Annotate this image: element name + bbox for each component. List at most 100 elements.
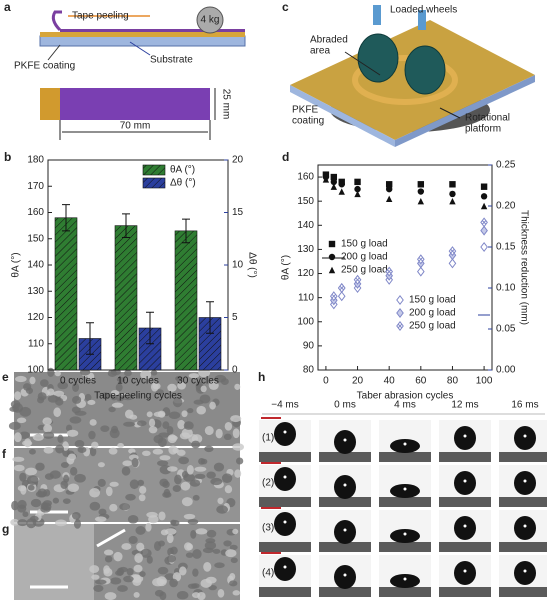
- marker: [449, 190, 456, 198]
- grain: [177, 419, 186, 430]
- grain: [150, 370, 158, 376]
- highlight: [463, 479, 467, 483]
- grain: [91, 441, 99, 449]
- grain: [157, 410, 166, 418]
- y-tick-label: 160: [27, 207, 44, 218]
- grain: [204, 445, 214, 453]
- legend-swatch: [142, 164, 166, 176]
- grain: [109, 503, 118, 512]
- grain: [12, 403, 24, 413]
- highlight: [523, 434, 527, 438]
- label: PKFE: [292, 105, 318, 116]
- highlight: [523, 479, 527, 483]
- grain: [195, 528, 208, 535]
- grain: [131, 457, 139, 468]
- surface: [499, 497, 547, 507]
- highlight: [403, 577, 407, 581]
- legend-label: Δθ (°): [170, 178, 196, 189]
- label: coating: [292, 116, 324, 127]
- grain: [204, 426, 214, 436]
- highlight: [283, 520, 287, 524]
- grain: [47, 388, 55, 396]
- panel-letter: c: [282, 0, 289, 14]
- highlight: [343, 573, 347, 577]
- grain: [160, 529, 169, 536]
- legend-marker: [396, 320, 404, 332]
- grain: [168, 411, 181, 419]
- grain: [191, 440, 201, 449]
- grain: [129, 479, 139, 490]
- grain: [216, 505, 229, 514]
- grain: [155, 389, 164, 396]
- grain: [137, 479, 145, 486]
- highlight: [343, 483, 347, 487]
- legend-marker: [328, 240, 336, 248]
- surface: [379, 497, 431, 507]
- grain: [43, 424, 53, 433]
- grain: [67, 453, 77, 461]
- grain: [87, 372, 95, 381]
- marker: [337, 282, 346, 294]
- grain: [156, 576, 167, 587]
- surface: [319, 542, 371, 552]
- grain: [172, 397, 183, 408]
- y-axis-label: θA (°): [11, 252, 22, 277]
- grain: [177, 381, 186, 390]
- marker: [480, 202, 488, 210]
- grain: [197, 591, 206, 600]
- grain: [26, 475, 39, 485]
- grain: [142, 450, 151, 457]
- marker: [322, 176, 330, 183]
- grain: [25, 467, 37, 476]
- grain: [54, 371, 61, 377]
- grain: [53, 390, 65, 397]
- bar: [54, 217, 78, 371]
- grain: [200, 578, 212, 588]
- y2-tick-label: 15: [232, 207, 244, 218]
- y2-tick-label: 0.25: [496, 160, 516, 171]
- grain: [121, 543, 132, 550]
- grain: [183, 473, 196, 482]
- grain: [15, 375, 27, 383]
- grain: [209, 401, 216, 410]
- marker: [354, 185, 361, 193]
- grain: [140, 369, 152, 380]
- grain: [10, 518, 20, 526]
- surface: [439, 542, 491, 552]
- grain: [214, 374, 227, 383]
- grain: [232, 528, 239, 535]
- grain: [42, 417, 52, 426]
- grain: [167, 554, 176, 563]
- grain: [127, 514, 139, 524]
- row-label: (3): [262, 523, 274, 534]
- grain: [57, 381, 69, 390]
- y-tick-label: 150: [27, 233, 44, 244]
- grain: [172, 485, 182, 492]
- grain: [136, 542, 145, 552]
- droplet: [390, 439, 420, 453]
- droplet: [390, 529, 420, 543]
- grain: [225, 549, 237, 558]
- grain: [87, 399, 96, 406]
- x-tick-label: 60: [415, 376, 427, 387]
- y-tick-label: 130: [297, 244, 314, 255]
- grain: [115, 394, 125, 402]
- grain: [17, 519, 28, 527]
- y2-tick-label: 20: [232, 155, 244, 166]
- droplet: [514, 561, 536, 585]
- grain: [145, 522, 152, 532]
- y-tick-label: 120: [27, 312, 44, 323]
- grain: [221, 473, 233, 484]
- grain: [93, 584, 104, 592]
- surface: [259, 587, 311, 597]
- y2-axis-label: Δθ (°): [246, 252, 257, 278]
- grain: [213, 462, 225, 472]
- error-bar: [206, 301, 214, 334]
- y2-tick-label: 0.15: [496, 242, 516, 253]
- legend-marker: [396, 294, 404, 306]
- y-tick-label: 110: [28, 338, 44, 349]
- surface: [499, 452, 547, 462]
- highlight: [343, 528, 347, 532]
- grain: [153, 541, 162, 551]
- grain: [176, 590, 189, 600]
